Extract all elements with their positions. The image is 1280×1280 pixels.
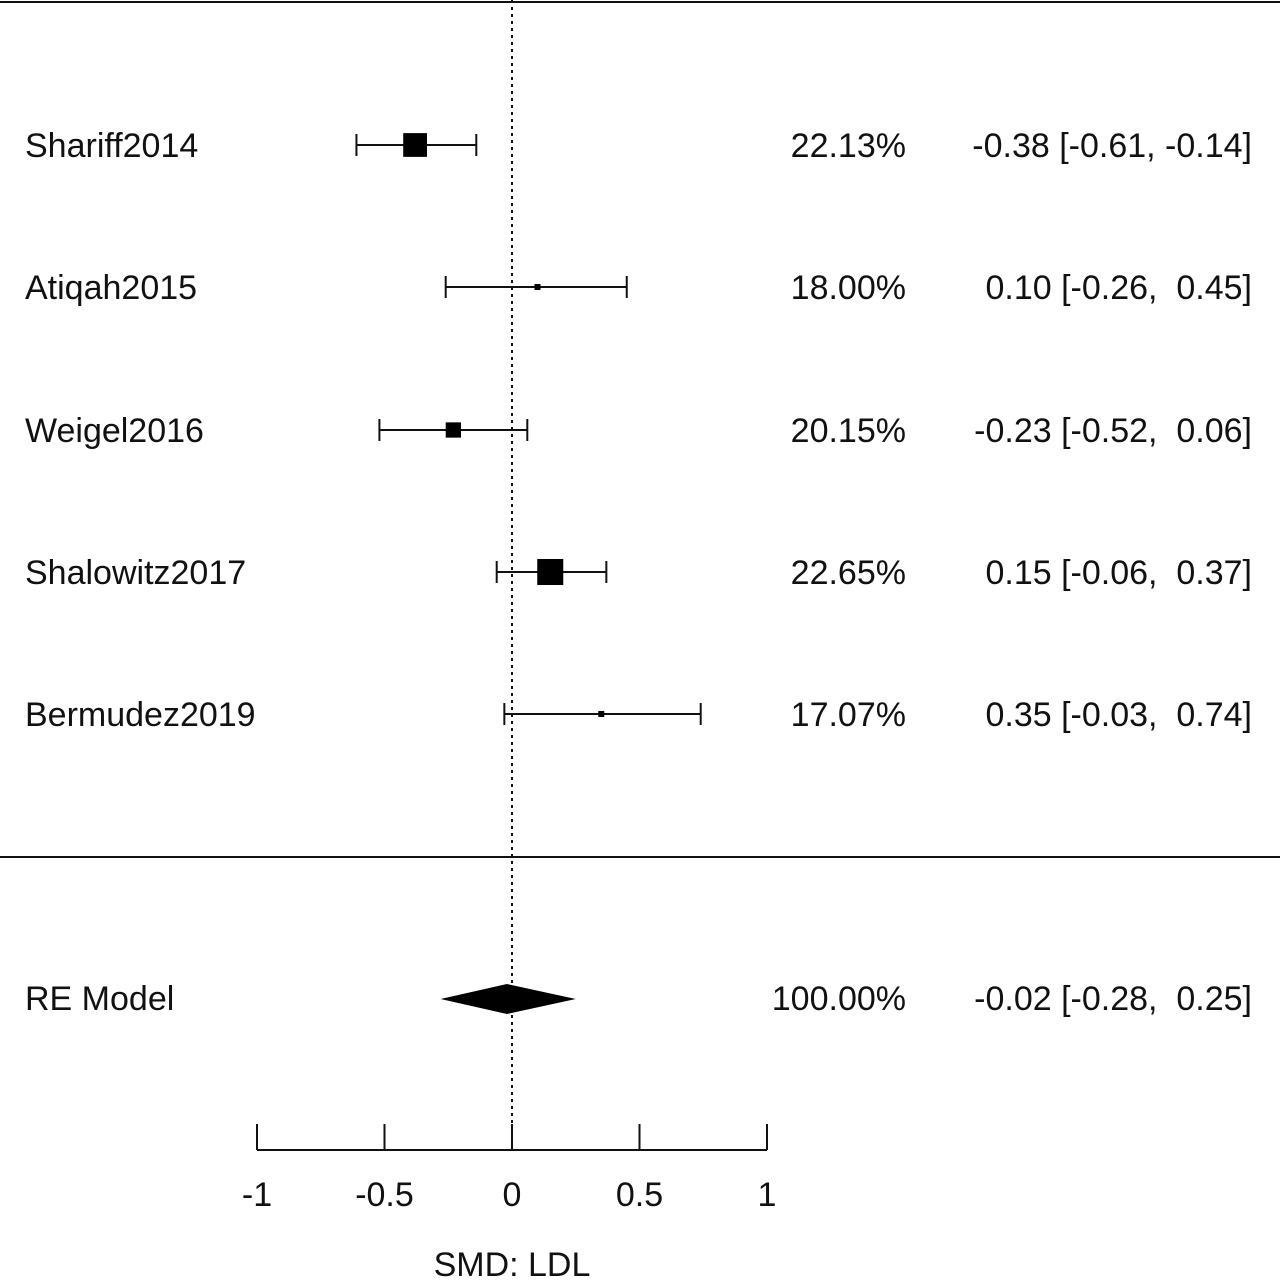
ci-label: -0.23 [-0.52, 0.06] xyxy=(974,412,1252,450)
ci-label: 0.35 [-0.03, 0.74] xyxy=(985,696,1252,734)
weight-label: 18.00% xyxy=(791,269,906,307)
study-row: Shariff2014 22.13% -0.38 [-0.61, -0.14] xyxy=(25,127,1252,165)
summary-row: RE Model 100.00% -0.02 [-0.28, 0.25] xyxy=(25,980,1252,1018)
summary-diamond xyxy=(440,984,576,1014)
summary-label: RE Model xyxy=(25,980,174,1018)
x-tick-label: 0 xyxy=(503,1176,522,1214)
estimate-square xyxy=(537,558,564,586)
x-tick-label: 1 xyxy=(758,1176,777,1214)
summary-weight-label: 100.00% xyxy=(772,980,906,1018)
estimate-square xyxy=(445,422,461,438)
study-rows: Shariff2014 22.13% -0.38 [-0.61, -0.14] Ati… xyxy=(25,127,1252,734)
x-axis-label: SMD: LDL xyxy=(434,1246,591,1280)
estimate-square xyxy=(403,133,427,157)
x-tick-label: 0.5 xyxy=(616,1176,663,1214)
weight-label: 22.65% xyxy=(791,554,906,592)
weight-label: 22.13% xyxy=(791,127,906,165)
study-label: Shariff2014 xyxy=(25,127,198,165)
ci-label: 0.10 [-0.26, 0.45] xyxy=(985,269,1252,307)
study-label: Bermudez2019 xyxy=(25,696,256,734)
study-label: Atiqah2015 xyxy=(25,269,197,307)
estimate-square xyxy=(598,711,605,717)
ci-label: 0.15 [-0.06, 0.37] xyxy=(985,554,1252,592)
weight-label: 20.15% xyxy=(791,412,906,450)
x-tick-label: -1 xyxy=(242,1176,272,1214)
study-row: Weigel2016 20.15% -0.23 [-0.52, 0.06] xyxy=(25,412,1252,450)
study-row: Shalowitz2017 22.65% 0.15 [-0.06, 0.37] xyxy=(25,554,1252,592)
study-label: Shalowitz2017 xyxy=(25,554,246,592)
study-label: Weigel2016 xyxy=(25,412,204,450)
weight-label: 17.07% xyxy=(791,696,906,734)
study-row: Bermudez2019 17.07% 0.35 [-0.03, 0.74] xyxy=(25,696,1252,734)
x-tick-label: -0.5 xyxy=(355,1176,414,1214)
summary-ci-label: -0.02 [-0.28, 0.25] xyxy=(974,980,1252,1018)
ci-label: -0.38 [-0.61, -0.14] xyxy=(972,127,1252,165)
x-axis: -1 -0.5 0 0.5 1 xyxy=(242,1124,777,1214)
study-row: Atiqah2015 18.00% 0.10 [-0.26, 0.45] xyxy=(25,269,1252,307)
estimate-square xyxy=(534,283,541,291)
